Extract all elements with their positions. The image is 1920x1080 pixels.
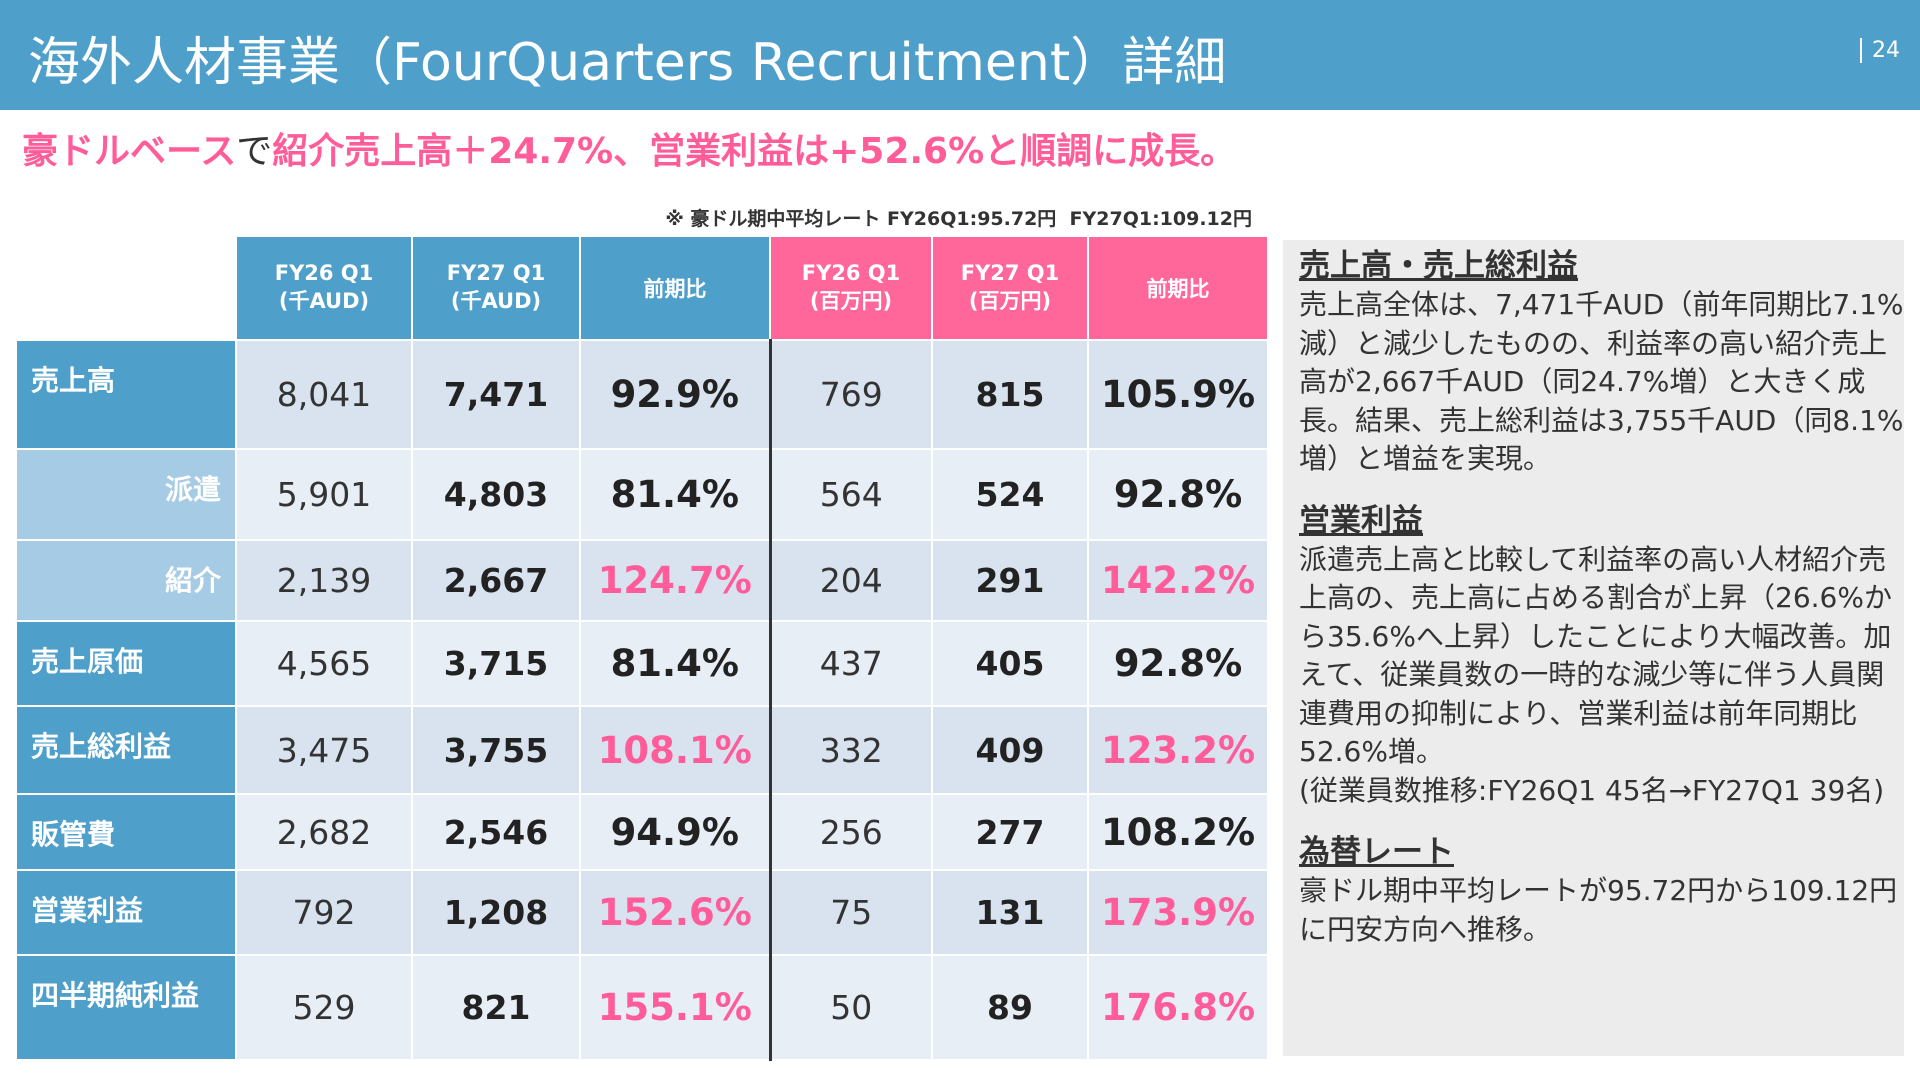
table-row: 四半期純利益 529 821 155.1% 50 89 176.8% <box>15 954 1269 1061</box>
cell: 815 <box>931 339 1089 450</box>
cell: 50 <box>769 954 933 1061</box>
commentary-panel: 売上高・売上総利益売上高全体は、7,471千AUD（前年同期比7.1%減）と減少… <box>1283 240 1904 1056</box>
section-text: (従業員数推移:FY26Q1 45名→FY27Q1 39名) <box>1299 773 1885 807</box>
subtitle-highlight: 豪ドルベース <box>22 131 237 172</box>
header-bar: 海外人材事業（FourQuarters Recruitment）詳細 24 <box>0 0 1920 110</box>
cell: 4,565 <box>235 620 413 707</box>
cell: 155.1% <box>579 954 772 1061</box>
section-text: 売上高全体は、7,471千AUD（前年同期比7.1%減）と減少したものの、利益率… <box>1299 288 1904 475</box>
cell: 92.9% <box>579 339 772 450</box>
cell: 108.1% <box>579 705 772 795</box>
cell: 277 <box>931 793 1089 871</box>
section-text: 豪ドル期中平均レートが95.72円から109.12円に円安方向へ推移。 <box>1299 874 1898 946</box>
cell: 81.4% <box>579 448 772 541</box>
page-number: 24 <box>1860 38 1900 63</box>
cell: 75 <box>769 869 933 956</box>
note: ※ 豪ドル期中平均レート FY26Q1:95.72円 FY27Q1:109.12… <box>665 208 1252 230</box>
title: 海外人材事業（FourQuarters Recruitment）詳細 <box>28 33 1227 93</box>
section: 為替レート豪ドル期中平均レートが95.72円から109.12円に円安方向へ推移。 <box>1299 832 1904 949</box>
cell: 3,755 <box>411 705 581 795</box>
corner <box>15 235 237 341</box>
cell: 405 <box>931 620 1089 707</box>
cell: 131 <box>931 869 1089 956</box>
table-row: 売上高 8,041 7,471 92.9% 769 815 105.9% <box>15 339 1269 450</box>
column-header: FY26 Q1 (百万円) <box>769 235 933 341</box>
cell: 176.8% <box>1087 954 1269 1061</box>
subtitle: 豪ドルベースで紹介売上高＋24.7%、営業利益は+52.6%と順調に成長。 <box>22 122 1236 174</box>
row-label: 販管費 <box>15 793 237 871</box>
cell: 81.4% <box>579 620 772 707</box>
cell: 152.6% <box>579 869 772 956</box>
cell: 92.8% <box>1087 448 1269 541</box>
row-label: 紹介 <box>15 539 237 622</box>
cell: 2,139 <box>235 539 413 622</box>
cell: 564 <box>769 448 933 541</box>
cell: 94.9% <box>579 793 772 871</box>
subtitle-text: で <box>236 131 273 172</box>
cell: 8,041 <box>235 339 413 450</box>
cell: 7,471 <box>411 339 581 450</box>
cell: 2,667 <box>411 539 581 622</box>
cell: 821 <box>411 954 581 1061</box>
results-table: FY26 Q1 (千AUD) FY27 Q1 (千AUD) 前期比 FY26 Q1 (… <box>15 235 1269 1061</box>
cell: 173.9% <box>1087 869 1269 956</box>
section: 売上高・売上総利益売上高全体は、7,471千AUD（前年同期比7.1%減）と減少… <box>1299 246 1904 479</box>
cell: 3,475 <box>235 705 413 795</box>
column-header: FY27 Q1 (千AUD) <box>411 235 581 341</box>
cell: 3,715 <box>411 620 581 707</box>
subtitle-highlight: 紹介売上高＋24.7%、営業利益は+52.6%と順調に成長。 <box>272 131 1237 172</box>
row-label: 売上高 <box>15 339 237 450</box>
cell: 4,803 <box>411 448 581 541</box>
cell: 142.2% <box>1087 539 1269 622</box>
table-row: 販管費 2,682 2,546 94.9% 256 277 108.2% <box>15 793 1269 871</box>
cell: 256 <box>769 793 933 871</box>
table-row: 派遣 5,901 4,803 81.4% 564 524 92.8% <box>15 448 1269 541</box>
row-label: 売上原価 <box>15 620 237 707</box>
row-label: 四半期純利益 <box>15 954 237 1061</box>
cell: 123.2% <box>1087 705 1269 795</box>
cell: 529 <box>235 954 413 1061</box>
cell: 409 <box>931 705 1089 795</box>
cell: 291 <box>931 539 1089 622</box>
cell: 124.7% <box>579 539 772 622</box>
row-label: 売上総利益 <box>15 705 237 795</box>
cell: 769 <box>769 339 933 450</box>
section-heading: 為替レート <box>1299 834 1454 870</box>
section: 営業利益 派遣売上高と比較して利益率の高い人材紹介売上高の、売上高に占める割合が上… <box>1299 501 1904 811</box>
table-row: 売上原価 4,565 3,715 81.4% 437 405 92.8% <box>15 620 1269 707</box>
column-header: 前期比 <box>1087 235 1269 341</box>
cell: 332 <box>769 705 933 795</box>
cell: 92.8% <box>1087 620 1269 707</box>
column-header: 前期比 <box>579 235 771 341</box>
table-row: 売上総利益 3,475 3,755 108.1% 332 409 123.2% <box>15 705 1269 795</box>
table-row: 紹介 2,139 2,667 124.7% 204 291 142.2% <box>15 539 1269 622</box>
cell: 108.2% <box>1087 793 1269 871</box>
column-header: FY27 Q1 (百万円) <box>931 235 1089 341</box>
section-heading: 売上高・売上総利益 <box>1299 248 1578 284</box>
cell: 105.9% <box>1087 339 1269 450</box>
cell: 1,208 <box>411 869 581 956</box>
cell: 2,546 <box>411 793 581 871</box>
cell: 204 <box>769 539 933 622</box>
section-text: 派遣売上高と比較して利益率の高い人材紹介売上高の、売上高に占める割合が上昇（26… <box>1299 542 1892 769</box>
row-label: 派遣 <box>15 448 237 541</box>
column-header: FY26 Q1 (千AUD) <box>235 235 413 341</box>
row-label: 営業利益 <box>15 869 237 956</box>
section-heading: 営業利益 <box>1299 502 1423 539</box>
cell: 524 <box>931 448 1089 541</box>
cell: 792 <box>235 869 413 956</box>
cell: 89 <box>931 954 1089 1061</box>
table-row: 営業利益 792 1,208 152.6% 75 131 173.9% <box>15 869 1269 956</box>
cell: 5,901 <box>235 448 413 541</box>
cell: 2,682 <box>235 793 413 871</box>
cell: 437 <box>769 620 933 707</box>
